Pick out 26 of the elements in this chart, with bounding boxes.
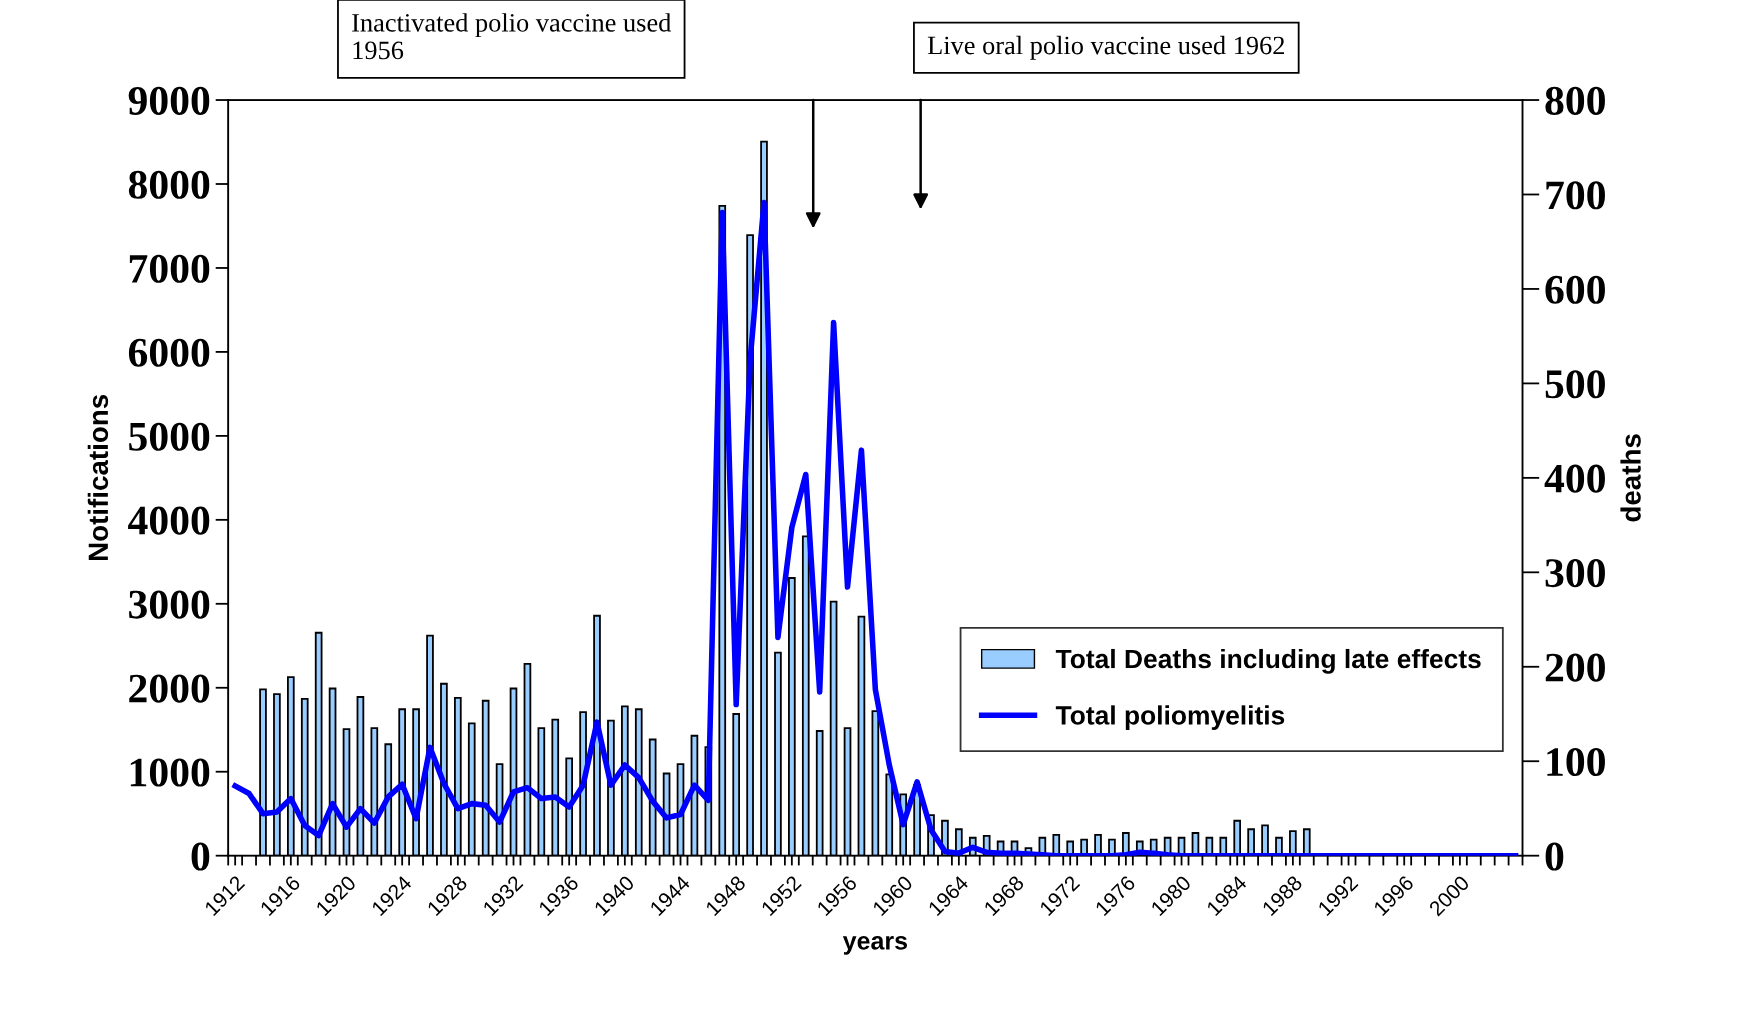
y-tick-label: 9000 [128, 86, 210, 115]
y2-tick-label: 100 [1547, 747, 1605, 777]
y-tick-label: 1000 [130, 758, 210, 787]
y2-tick-label: 200 [1545, 653, 1605, 682]
x-axis-title: years [842, 936, 907, 955]
y2-tick-label: 700 [1546, 181, 1605, 210]
y-tick-label: 3000 [129, 590, 210, 619]
y2-tick-label: 800 [1545, 86, 1605, 115]
y-tick-label: 2000 [129, 674, 210, 703]
y-tick-label: 7000 [129, 254, 210, 283]
y2-tick-label: 500 [1545, 370, 1605, 399]
y-tick-label: 8000 [128, 170, 210, 199]
legend-label: Total poliomyelitis [1055, 705, 1285, 730]
y2-tick-label: 400 [1544, 464, 1605, 493]
y-tick-label: 4000 [128, 506, 210, 535]
y-tick-label: 6000 [128, 338, 210, 367]
y-tick-label: 0 [191, 842, 210, 871]
y2-tick-label: 0 [1545, 842, 1564, 871]
y2-tick-label: 300 [1545, 559, 1605, 588]
y2-tick-label: 600 [1545, 275, 1605, 304]
y2-axis-title: deaths [1620, 434, 1641, 522]
text: Live oral polio vaccine used 1962 [927, 35, 1285, 60]
y-axis-title: Notifications [87, 394, 109, 561]
legend-label: Total Deaths including late effects [1055, 648, 1481, 674]
y-tick-label: 5000 [129, 422, 210, 451]
text: Inactivated polio vaccine used 1956 [352, 13, 672, 60]
